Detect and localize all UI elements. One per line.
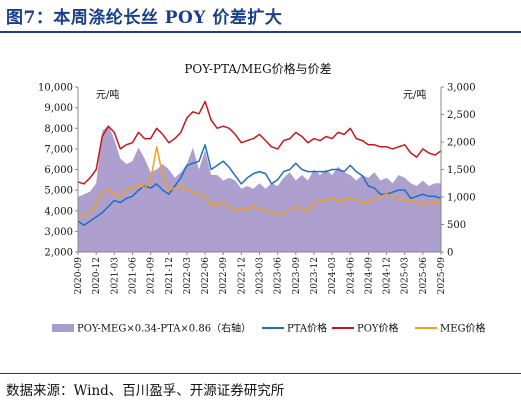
left-tick-label: 9,000: [44, 103, 73, 114]
legend-pta-label: PTA价格: [287, 322, 327, 335]
x-tick-label: 2024-03: [328, 257, 338, 295]
left-tick-label: 4,000: [44, 206, 73, 217]
right-tick-label: 1,000: [447, 193, 476, 204]
legend: POY-MEG×0.34-PTA×0.86（右轴） PTA价格 POY价格 MEG价格: [52, 322, 486, 335]
chart-title: POY-PTA/MEG价格与价差: [184, 61, 331, 76]
x-tick-label: 2023-03: [256, 257, 266, 295]
chart: POY-PTA/MEG价格与价差 元/吨 元/吨 2,000 3,000 4,000…: [0, 40, 521, 370]
right-tick-label: 3,000: [447, 83, 476, 94]
right-tick-label: 2,000: [447, 138, 476, 149]
x-tick-label: 2024-09: [364, 257, 374, 295]
left-tick-label: 7,000: [44, 144, 73, 155]
x-tick-label: 2025-06: [419, 257, 429, 295]
x-tick-label: 2022-03: [183, 257, 193, 295]
source-note: 数据来源：Wind、百川盈孚、开源证券研究所: [6, 383, 285, 399]
x-tick-label: 2024-12: [383, 257, 393, 294]
x-tick-label: 2023-12: [310, 257, 320, 294]
right-tick-label: 2,500: [447, 110, 476, 121]
x-tick-label: 2022-06: [201, 257, 211, 295]
x-tick-label: 2022-12: [237, 257, 247, 294]
x-tick-label: 2020-12: [92, 257, 102, 294]
left-tick-label: 3,000: [44, 227, 73, 238]
x-tick-label: 2023-09: [292, 257, 302, 295]
x-tick-label: 2021-09: [147, 257, 157, 295]
x-tick-label: 2025-03: [401, 257, 411, 295]
figure-title: 图7：本周涤纶长丝 POY 价差扩大: [6, 8, 283, 28]
pta-price-line: [77, 144, 442, 226]
meg-price-line: [77, 146, 441, 218]
right-tick-label: 1,500: [447, 165, 476, 176]
x-tick-label: 2022-09: [219, 257, 229, 295]
source-rule: [0, 373, 521, 374]
x-tick-label: 2025-09: [437, 257, 447, 295]
x-tick-label: 2021-03: [110, 257, 120, 295]
spread-area-series: [78, 125, 441, 252]
x-tick-label: 2021-12: [165, 257, 175, 294]
title-rule: [0, 31, 521, 33]
right-tick-label: 500: [447, 220, 466, 231]
legend-meg-label: MEG价格: [440, 322, 486, 335]
plot-area: [77, 100, 442, 252]
chart-canvas: POY-PTA/MEG价格与价差 元/吨 元/吨 2,000 3,000 4,000…: [38, 61, 486, 335]
right-axis-unit: 元/吨: [403, 88, 426, 101]
left-tick-label: 6,000: [44, 165, 73, 176]
left-tick-label: 8,000: [44, 124, 73, 135]
right-tick-label: 0: [447, 248, 453, 259]
left-tick-label: 5,000: [44, 186, 73, 197]
x-tick-label: 2020-09: [74, 257, 84, 295]
left-tick-label: 2,000: [44, 248, 73, 259]
legend-spread-swatch: [52, 324, 74, 332]
legend-poy-label: POY价格: [357, 322, 399, 335]
x-tick-label: 2021-06: [128, 257, 138, 295]
x-tick-label: 2023-06: [274, 257, 284, 295]
poy-price-line: [77, 100, 442, 185]
left-axis-unit: 元/吨: [96, 88, 119, 101]
axes: 2,000 3,000 4,000 5,000 6,000 7,000 8,000 9,000…: [38, 83, 476, 295]
left-tick-label: 10,000: [38, 83, 73, 94]
x-tick-label: 2024-06: [346, 257, 356, 295]
legend-spread-label: POY-MEG×0.34-PTA×0.86（右轴）: [77, 322, 251, 335]
